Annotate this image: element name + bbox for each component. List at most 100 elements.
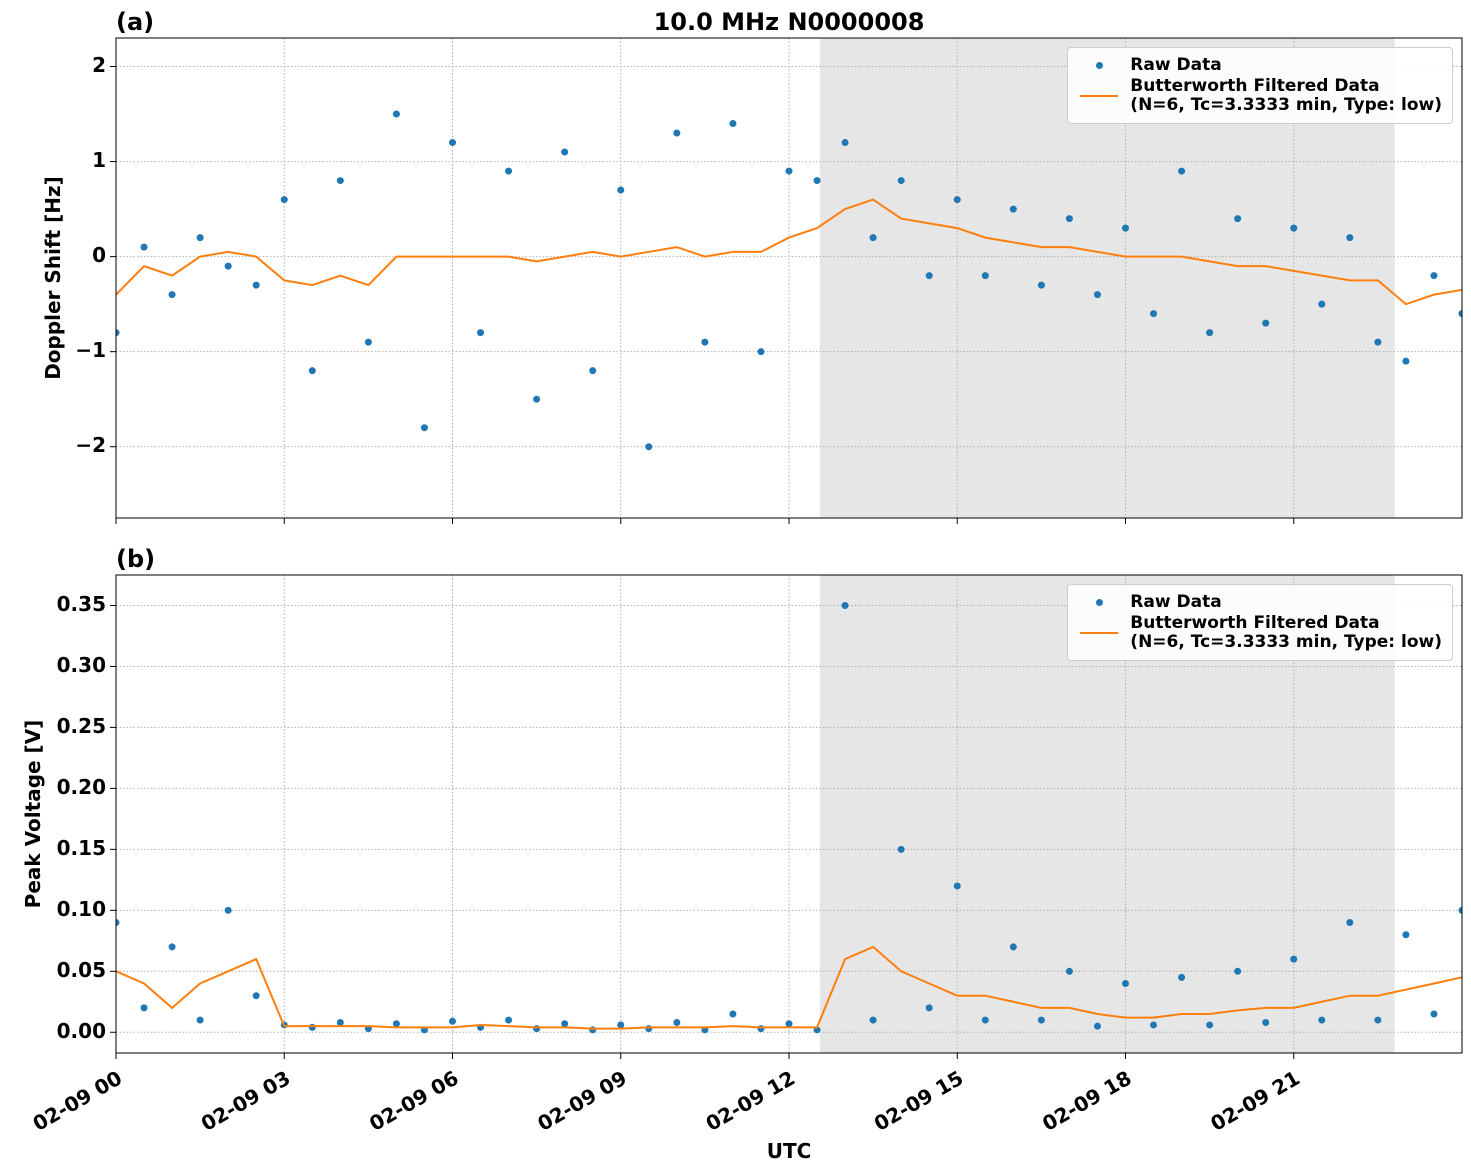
raw-point xyxy=(224,262,232,270)
raw-point xyxy=(617,186,625,194)
plot-frame xyxy=(115,37,1463,519)
y-tick-label: 0.30 xyxy=(57,653,106,677)
raw-point xyxy=(1093,1022,1101,1030)
raw-point xyxy=(953,196,961,204)
raw-point xyxy=(1402,357,1410,365)
raw-point xyxy=(897,845,905,853)
raw-point xyxy=(1178,167,1186,175)
y-tick-label: 2 xyxy=(92,53,106,77)
raw-point xyxy=(617,1021,625,1029)
x-tick-label: 02-09 06 xyxy=(365,1066,463,1136)
raw-point xyxy=(168,291,176,299)
raw-point xyxy=(505,167,513,175)
raw-point xyxy=(645,443,653,451)
legend-key xyxy=(1078,624,1122,643)
x-tick-label: 02-09 12 xyxy=(702,1066,800,1136)
raw-point xyxy=(252,281,260,289)
raw-point xyxy=(308,1023,316,1031)
raw-point xyxy=(533,1025,541,1033)
raw-point xyxy=(673,129,681,137)
raw-point xyxy=(1458,906,1462,914)
raw-point xyxy=(533,395,541,403)
raw-point xyxy=(1374,1016,1382,1024)
raw-point xyxy=(1402,931,1410,939)
raw-point xyxy=(1262,1019,1270,1027)
x-tick-label: 02-09 21 xyxy=(1206,1066,1304,1136)
x-tick-label: 02-09 00 xyxy=(29,1066,127,1136)
raw-point xyxy=(449,1017,456,1025)
raw-point xyxy=(981,1016,989,1024)
raw-point xyxy=(1009,943,1017,951)
raw-point xyxy=(701,338,709,346)
filtered-line xyxy=(116,198,1462,306)
raw-point xyxy=(1178,973,1186,981)
y-tick-label: 0.20 xyxy=(57,775,106,799)
filtered-line xyxy=(116,945,1462,1030)
raw-point xyxy=(1206,329,1214,337)
legend-label: Raw Data xyxy=(1130,55,1222,75)
raw-point xyxy=(925,272,933,280)
raw-point xyxy=(336,177,344,185)
raw-point xyxy=(1346,234,1354,242)
raw-point xyxy=(505,1016,513,1024)
y-tick-label: 0.15 xyxy=(57,836,106,860)
raw-point xyxy=(953,882,961,890)
y-tick-label: 0.10 xyxy=(57,897,106,921)
raw-point xyxy=(645,1025,653,1033)
y-tick-label: −1 xyxy=(75,338,106,362)
raw-point xyxy=(1065,215,1073,223)
raw-point xyxy=(1206,1021,1214,1029)
raw-point xyxy=(336,1019,344,1027)
x-axis-label: UTC xyxy=(767,1139,812,1163)
raw-point xyxy=(589,367,597,375)
panel-label: (b) xyxy=(116,545,155,573)
raw-point xyxy=(364,338,372,346)
raw-point xyxy=(1122,224,1129,232)
raw-point xyxy=(1430,1010,1438,1018)
raw-point xyxy=(196,234,204,242)
raw-point xyxy=(981,272,989,280)
raw-point xyxy=(925,1004,933,1012)
legend-label: Butterworth Filtered Data (N=6, Tc=3.333… xyxy=(1130,613,1442,652)
raw-point xyxy=(841,601,849,609)
raw-point xyxy=(140,1004,148,1012)
y-tick-label: 1 xyxy=(92,148,106,172)
y-tick-label: 0.35 xyxy=(57,592,106,616)
raw-point xyxy=(477,329,485,337)
raw-point xyxy=(1234,215,1242,223)
plot-area xyxy=(116,110,1462,451)
raw-point xyxy=(589,1026,597,1034)
raw-point xyxy=(757,348,765,356)
y-tick-label: 0 xyxy=(92,243,106,267)
y-tick-label: −2 xyxy=(75,433,106,457)
raw-point xyxy=(116,329,120,337)
raw-point xyxy=(1262,319,1270,327)
raw-point xyxy=(869,234,877,242)
chart-title: 10.0 MHz N0000008 xyxy=(654,8,925,36)
raw-point xyxy=(392,110,400,118)
raw-point xyxy=(168,943,176,951)
raw-point xyxy=(1037,281,1045,289)
y-axis-label: Peak Voltage [V] xyxy=(21,720,45,909)
raw-point xyxy=(449,139,456,147)
raw-point xyxy=(673,1019,681,1027)
raw-point xyxy=(420,424,428,432)
legend-label: Raw Data xyxy=(1130,592,1222,612)
legend-entry: Butterworth Filtered Data (N=6, Tc=3.333… xyxy=(1078,77,1442,115)
raw-point xyxy=(116,919,120,927)
legend-key xyxy=(1078,593,1122,612)
y-tick-label: 0.25 xyxy=(57,714,106,738)
raw-point xyxy=(1122,979,1129,987)
raw-point xyxy=(785,167,793,175)
raw-point xyxy=(140,243,148,251)
raw-point xyxy=(897,177,905,185)
raw-point xyxy=(1374,338,1382,346)
plot-area xyxy=(116,601,1462,1034)
x-tick-label: 02-09 15 xyxy=(870,1066,968,1136)
x-tick-label: 02-09 09 xyxy=(533,1066,631,1136)
raw-point xyxy=(869,1016,877,1024)
panel-label: (a) xyxy=(116,8,154,36)
legend: Raw Data Butterworth Filtered Data (N=6, … xyxy=(1067,584,1453,661)
raw-point xyxy=(1065,967,1073,975)
